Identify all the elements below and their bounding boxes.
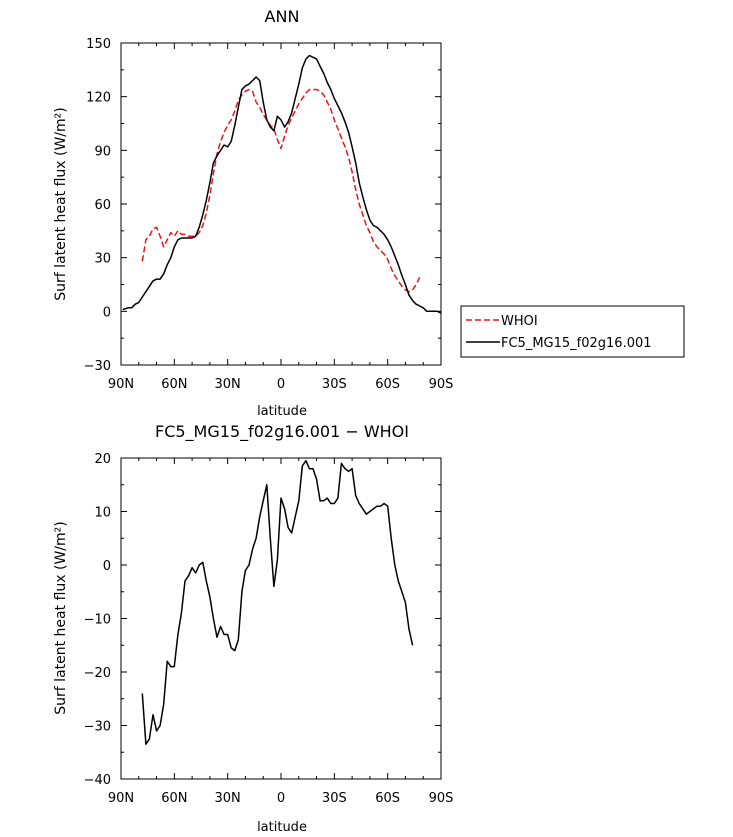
top-x-tick-label: 60N — [161, 377, 187, 392]
bottom-x-tick-label: 90N — [108, 791, 134, 806]
top-y-axis-label: Surf latent heat flux (W/m²) — [53, 107, 69, 300]
top-x-tick-label: 30N — [215, 377, 241, 392]
top-x-tick-label: 90N — [108, 377, 134, 392]
top-chart-title: ANN — [265, 7, 300, 26]
top-y-tick-label: 120 — [86, 91, 111, 106]
top-y-tick-label: 30 — [94, 252, 111, 267]
legend-box — [460, 305, 685, 358]
bottom-plot-area: −40 −30 −20 −10 0 10 20 90N 60N 30N 0 30S 60S 90S — [84, 452, 454, 806]
top-x-tick-label: 90S — [429, 377, 454, 392]
top-y-tick-label: 60 — [94, 198, 111, 213]
top-series-line-whoi — [141, 88, 421, 293]
bottom-x-tick-label: 60S — [375, 791, 400, 806]
bottom-x-tick-label: 90S — [429, 791, 454, 806]
top-y-tick-label: 150 — [86, 37, 111, 52]
bottom-y-tick-label: −20 — [84, 666, 111, 681]
bottom-chart-title: FC5_MG15_f02g16.001 − WHOI — [155, 422, 409, 442]
bottom-y-tick-label: 10 — [94, 506, 111, 521]
top-plot-frame — [120, 42, 442, 366]
bottom-x-tick-label: 30S — [322, 791, 347, 806]
bottom-x-tick-label: 0 — [277, 791, 285, 806]
legend: WHOI FC5_MG15_f02g16.001 — [460, 305, 685, 358]
top-x-tick-label: 30S — [322, 377, 347, 392]
bottom-x-tick-label: 60N — [161, 791, 187, 806]
bottom-y-tick-label: 20 — [94, 452, 111, 467]
top-y-tick-label: 90 — [94, 144, 111, 159]
top-series-line-fc5-mg15-f02g16-001 — [122, 54, 442, 314]
top-plot-area: −30 0 30 60 90 120 150 90N 60N 30N 0 30S 60S 90S — [84, 37, 454, 392]
top-x-axis-label: latitude — [257, 404, 307, 419]
top-x-tick-label: 0 — [277, 377, 285, 392]
bottom-x-axis-label: latitude — [257, 820, 307, 835]
bottom-y-tick-label: −40 — [84, 773, 111, 788]
bottom-panel: FC5_MG15_f02g16.001 − WHOI −40 −30 −20 −10 0… — [53, 422, 453, 835]
legend-entry-fc5: FC5_MG15_f02g16.001 — [501, 336, 652, 351]
bottom-y-tick-label: −30 — [84, 720, 111, 735]
legend-entry-whoi: WHOI — [501, 314, 538, 329]
top-x-tick-label: 60S — [375, 377, 400, 392]
bottom-y-tick-label: 0 — [103, 559, 111, 574]
top-y-tick-label: 0 — [103, 305, 111, 320]
bottom-y-tick-label: −10 — [84, 613, 111, 628]
bottom-y-axis-label: Surf latent heat flux (W/m²) — [53, 521, 69, 714]
bottom-x-tick-label: 30N — [215, 791, 241, 806]
bottom-series-line-difference — [141, 459, 414, 745]
top-y-tick-label: −30 — [84, 359, 111, 374]
